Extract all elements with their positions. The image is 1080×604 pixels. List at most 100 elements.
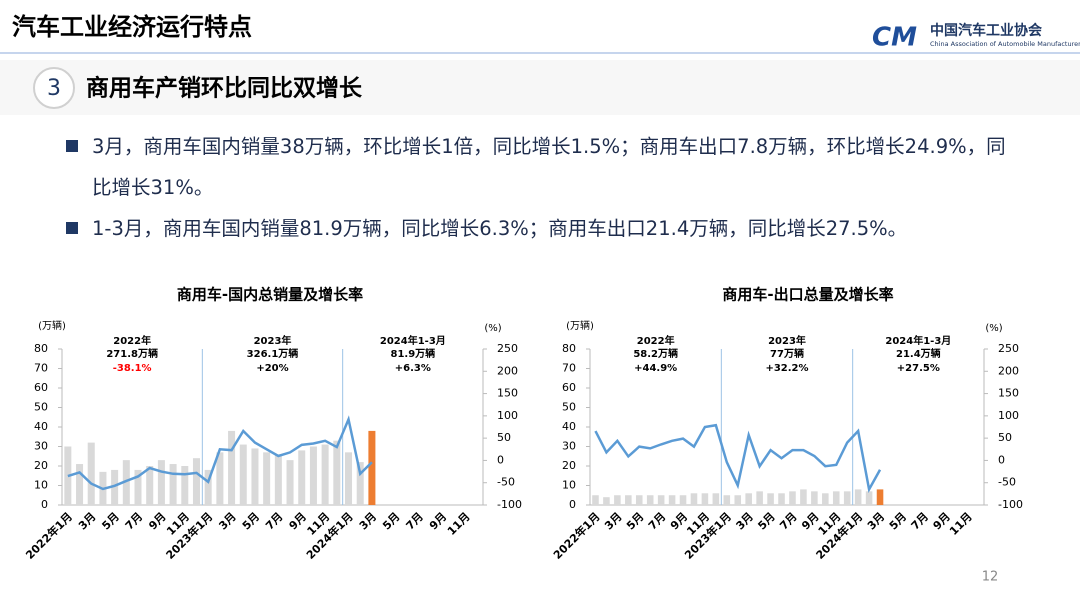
x-tick-label: 5月 bbox=[99, 510, 121, 532]
x-tick-label: 7月 bbox=[263, 510, 285, 532]
y2-tick-label: 50 bbox=[497, 431, 511, 444]
y-tick-label: 0 bbox=[569, 498, 576, 511]
chart-title: 商用车-国内总销量及增长率 bbox=[177, 286, 363, 304]
y2-tick-label: 100 bbox=[497, 409, 518, 422]
annotation-change: +6.3% bbox=[395, 363, 431, 374]
bar bbox=[603, 497, 610, 505]
bar bbox=[876, 489, 884, 505]
x-tick-label: 7月 bbox=[123, 510, 145, 532]
logo-mark: CM bbox=[872, 23, 917, 53]
bar bbox=[701, 493, 709, 505]
y-tick-label: 60 bbox=[562, 381, 576, 394]
chart-title: 商用车-出口总量及增长率 bbox=[722, 286, 893, 304]
bullet-text: 1-3月，商用车国内销量81.9万辆，同比增长6.3%；商用车出口21.4万辆，… bbox=[92, 217, 908, 240]
y-axis-label: (万辆) bbox=[566, 319, 594, 332]
bar bbox=[723, 495, 731, 505]
y2-tick-label: -100 bbox=[497, 498, 522, 511]
bar bbox=[734, 495, 742, 505]
y2-tick-label: 200 bbox=[998, 364, 1019, 377]
bar bbox=[822, 493, 829, 505]
bar bbox=[321, 444, 329, 505]
annotation-year: 2024年1-3月 bbox=[380, 334, 446, 347]
bar bbox=[333, 440, 341, 505]
bar bbox=[263, 452, 271, 505]
y-tick-label: 80 bbox=[562, 342, 576, 355]
bar bbox=[146, 466, 154, 505]
x-tick-label: 5月 bbox=[240, 510, 262, 532]
annotation-year: 2023年 bbox=[254, 334, 292, 347]
x-tick-label: 7月 bbox=[646, 510, 668, 532]
bar bbox=[251, 448, 259, 505]
section-band bbox=[0, 60, 1080, 115]
y-tick-label: 10 bbox=[34, 479, 48, 492]
bar bbox=[745, 493, 752, 505]
bar bbox=[625, 495, 632, 505]
bar bbox=[76, 464, 84, 505]
y2-tick-label: 0 bbox=[497, 453, 504, 466]
bar bbox=[635, 495, 643, 505]
bar bbox=[192, 458, 200, 505]
bar bbox=[811, 491, 818, 505]
annotation-change: -38.1% bbox=[113, 363, 152, 374]
x-tick-label: 5月 bbox=[755, 510, 777, 532]
y2-tick-label: 250 bbox=[998, 342, 1019, 355]
y-tick-label: 20 bbox=[34, 459, 48, 472]
y2-tick-label: -50 bbox=[998, 476, 1016, 489]
header-title: 汽车工业经济运行特点 bbox=[12, 13, 252, 41]
bar bbox=[767, 493, 774, 505]
bar bbox=[368, 430, 376, 505]
bar bbox=[865, 491, 873, 505]
bar bbox=[614, 495, 621, 505]
y-tick-label: 40 bbox=[34, 420, 48, 433]
annotation-total: 21.4万辆 bbox=[896, 347, 941, 360]
annotation-year: 2022年 bbox=[637, 334, 675, 347]
bullet-text: 3月，商用车国内销量38万辆，环比增长1倍，同比增长1.5%；商用车出口7.8万… bbox=[92, 135, 1006, 199]
y-tick-label: 30 bbox=[34, 440, 48, 453]
bar bbox=[87, 442, 95, 505]
section-badge bbox=[33, 67, 75, 109]
bullet-marker bbox=[66, 222, 78, 234]
bar bbox=[286, 460, 294, 505]
x-tick-label: 2022年1月 bbox=[23, 509, 76, 562]
y2-tick-label: 50 bbox=[998, 431, 1012, 444]
line-series bbox=[67, 415, 373, 491]
y-axis-label: (万辆) bbox=[38, 319, 66, 332]
y-tick-label: 10 bbox=[562, 479, 576, 492]
bar bbox=[646, 495, 654, 505]
y-tick-label: 70 bbox=[562, 362, 576, 375]
y2-axis-label: (%) bbox=[484, 323, 501, 334]
bar bbox=[216, 452, 224, 505]
annotation-change: +20% bbox=[256, 363, 288, 374]
y-tick-label: 50 bbox=[562, 401, 576, 414]
y2-tick-label: 250 bbox=[497, 342, 518, 355]
bar bbox=[843, 491, 851, 505]
annotation-year: 2022年 bbox=[113, 334, 151, 347]
annotation-total: 81.9万辆 bbox=[390, 347, 435, 360]
bar bbox=[122, 460, 130, 505]
annotation-total: 326.1万辆 bbox=[247, 347, 299, 360]
x-tick-label: 2022年1月 bbox=[550, 509, 603, 562]
y2-tick-label: -100 bbox=[998, 498, 1023, 511]
bar bbox=[832, 491, 840, 505]
bar bbox=[157, 460, 165, 505]
y-tick-label: 30 bbox=[562, 440, 576, 453]
y2-tick-label: 0 bbox=[998, 453, 1005, 466]
bar bbox=[712, 493, 720, 505]
bar bbox=[345, 452, 353, 505]
section-title: 商用车产销环比同比双增长 bbox=[86, 75, 363, 102]
annotation-change: +27.5% bbox=[897, 363, 940, 374]
bar bbox=[668, 495, 676, 505]
x-tick-label: 3月 bbox=[865, 510, 887, 532]
x-tick-label: 3月 bbox=[602, 510, 624, 532]
y2-tick-label: 100 bbox=[998, 409, 1019, 422]
x-tick-label: 5月 bbox=[887, 510, 909, 532]
bar bbox=[356, 462, 364, 505]
annotation-total: 58.2万辆 bbox=[633, 347, 678, 360]
y2-tick-label: 150 bbox=[497, 387, 518, 400]
bar bbox=[111, 469, 119, 505]
annotation-total: 77万辆 bbox=[770, 347, 804, 360]
y2-tick-label: -50 bbox=[497, 476, 515, 489]
x-tick-label: 11月 bbox=[445, 510, 473, 538]
x-tick-label: 3月 bbox=[76, 510, 98, 532]
